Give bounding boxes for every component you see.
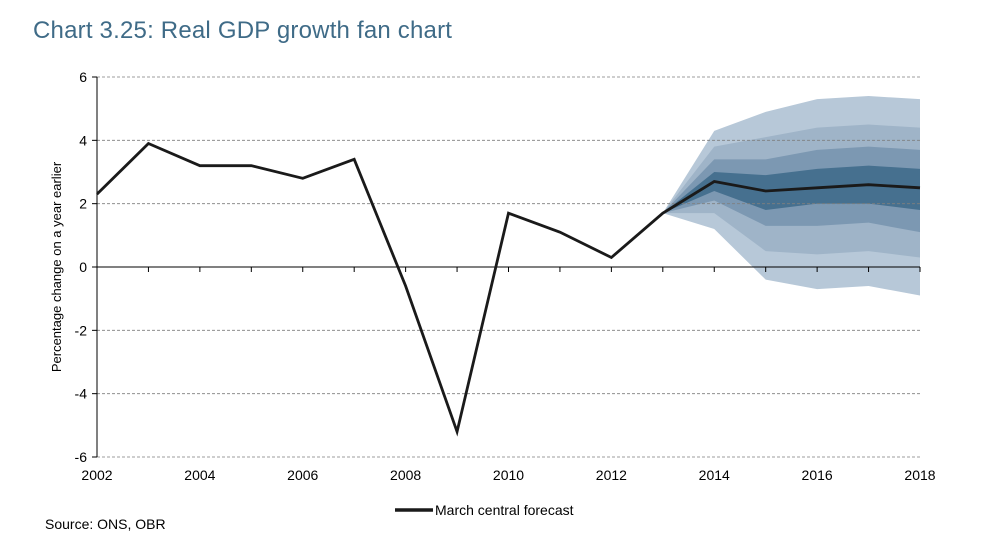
x-tick-label-4: 2010 bbox=[493, 467, 524, 483]
legend: March central forecast bbox=[395, 502, 574, 518]
y-tick-label-5: -4 bbox=[75, 386, 88, 402]
x-tick-label-0: 2002 bbox=[81, 467, 112, 483]
y-tick-label-2: 2 bbox=[79, 196, 87, 212]
series-line-march-central-forecast bbox=[96, 141, 921, 437]
y-tick-label-6: -6 bbox=[75, 449, 88, 465]
fan-bands bbox=[662, 96, 920, 296]
x-tick-label-5: 2012 bbox=[596, 467, 627, 483]
series-lines bbox=[96, 141, 921, 437]
tick-labels: 6 4 2 0 -2 -4 -6 2002 2004 2006 2008 2010 2012 2014 20… bbox=[75, 69, 936, 483]
chart-title: Chart 3.25: Real GDP growth fan chart bbox=[33, 17, 453, 44]
x-tick-label-7: 2016 bbox=[802, 467, 833, 483]
legend-label-march-central-forecast: March central forecast bbox=[435, 502, 574, 518]
x-tick-label-1: 2004 bbox=[184, 467, 215, 483]
y-tick-label-0: 6 bbox=[79, 69, 87, 85]
x-tick-label-8: 2018 bbox=[904, 467, 935, 483]
gridlines bbox=[97, 76, 920, 458]
y-tick-label-4: -2 bbox=[75, 322, 88, 338]
axes bbox=[92, 76, 921, 458]
y-tick-label-3: 0 bbox=[79, 259, 87, 275]
y-tick-label-1: 4 bbox=[79, 132, 87, 148]
x-tick-label-3: 2008 bbox=[390, 467, 421, 483]
source-note: Source: ONS, OBR bbox=[45, 516, 166, 532]
x-tick-label-2: 2006 bbox=[287, 467, 318, 483]
y-axis-label: Percentage change on a year earlier bbox=[49, 161, 64, 372]
x-tick-label-6: 2014 bbox=[699, 467, 730, 483]
